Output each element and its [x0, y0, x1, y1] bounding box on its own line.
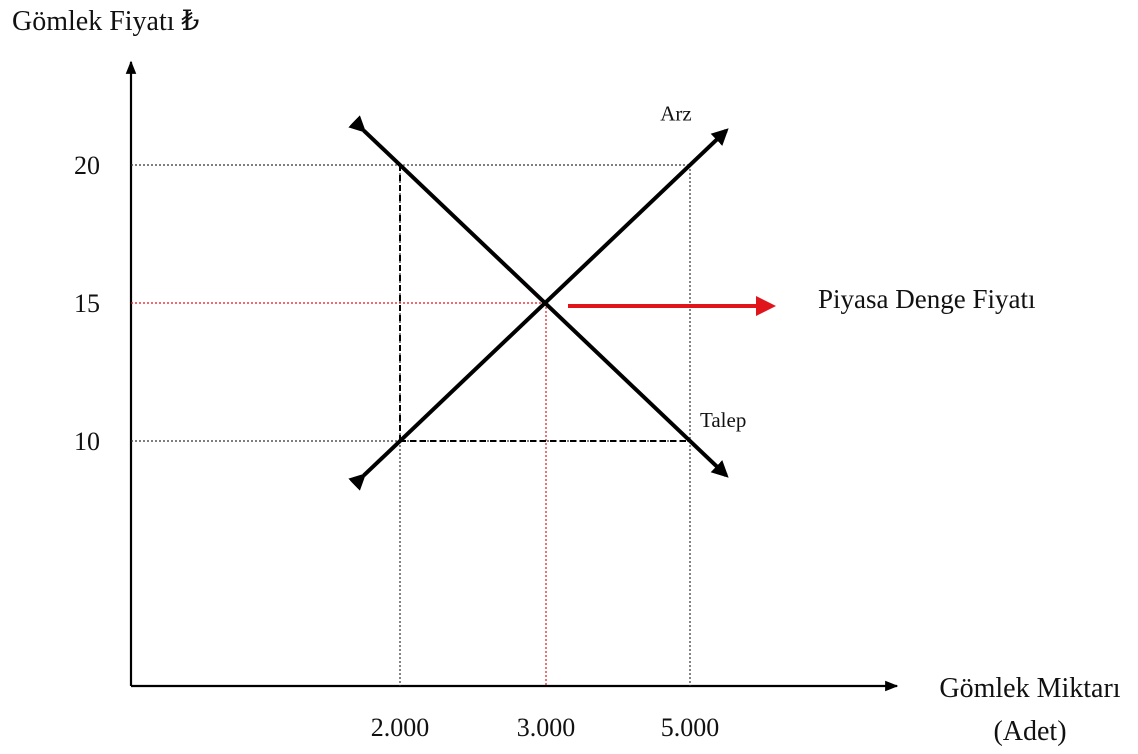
equilibrium-label: Piyasa Denge Fiyatı [818, 284, 1035, 314]
x-tick-label: 3.000 [517, 713, 576, 742]
x-axis-title-line2: (Adet) [993, 716, 1066, 747]
x-tick-label: 2.000 [371, 713, 430, 742]
talep-curve [348, 115, 729, 478]
y-tick-label: 20 [74, 151, 100, 180]
x-axis-title-line1: Gömlek Miktarı [939, 673, 1120, 704]
tick-labels: 20 15 10 2.000 3.000 5.000 [74, 151, 719, 742]
y-tick-label: 10 [74, 427, 100, 456]
y-tick-label: 15 [74, 289, 100, 318]
curves: Arz Talep [348, 102, 746, 491]
x-tick-label: 5.000 [661, 713, 720, 742]
y-axis-title: Gömlek Fiyatı ₺ [12, 6, 200, 37]
arz-curve-label: Arz [660, 102, 691, 126]
talep-curve-label: Talep [700, 408, 746, 432]
annotation-group: Piyasa Denge Fiyatı [568, 284, 1035, 316]
